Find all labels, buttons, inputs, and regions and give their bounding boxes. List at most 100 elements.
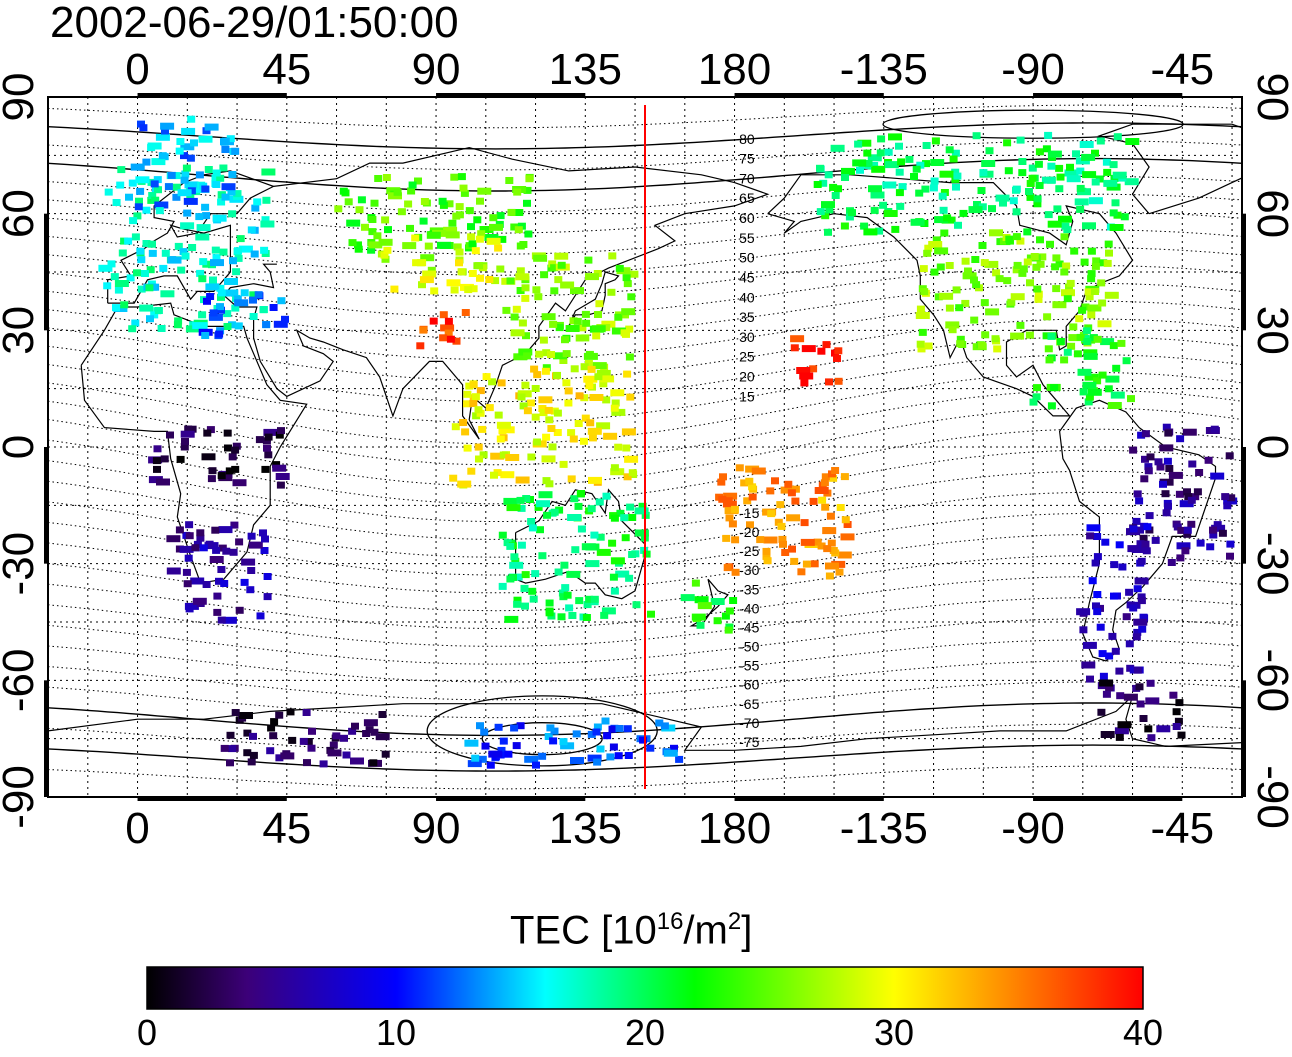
tec-measurement-point — [993, 345, 1002, 353]
tec-measurement-point — [1078, 306, 1087, 314]
tec-measurement-point — [188, 244, 197, 251]
tec-measurement-point — [506, 575, 515, 583]
magnetic-latitude-labels: 80 75 70 65 60 55 50 45 40 35 30 25 20 15 -15 -20 -25 -30… — [739, 131, 759, 750]
tec-measurement-point — [273, 320, 288, 328]
tec-measurement-point — [498, 531, 507, 539]
tec-measurement-point — [920, 288, 929, 296]
tec-measurement-point — [154, 201, 169, 209]
tec-measurement-point — [985, 308, 1000, 316]
tec-measurement-point — [126, 274, 135, 282]
tec-measurement-point — [1093, 591, 1102, 598]
magnetic-latitude-label: -75 — [739, 734, 759, 750]
tec-measurement-point — [517, 541, 526, 549]
tec-measurement-point — [503, 497, 518, 505]
tec-measurement-point — [215, 577, 223, 585]
tec-measurement-point — [1209, 531, 1218, 539]
tec-measurement-point — [223, 429, 232, 437]
tec-measurement-point — [1060, 268, 1069, 276]
tec-measurement-point — [930, 177, 939, 185]
tec-measurement-point — [1144, 467, 1153, 475]
tec-measurement-point — [1132, 517, 1141, 525]
tec-measurement-point — [593, 723, 602, 731]
tec-measurement-point — [220, 744, 229, 752]
tec-measurement-point — [1110, 561, 1119, 569]
tec-measurement-point — [468, 270, 477, 277]
tec-measurement-point — [476, 197, 484, 205]
tec-measurement-point — [128, 325, 137, 333]
magnetic-latitude-label: 80 — [739, 131, 755, 147]
right-latitude-label: 0 — [1248, 435, 1292, 459]
tec-measurement-point — [895, 142, 903, 150]
tec-measurement-point — [469, 285, 478, 293]
tec-measurement-point — [1164, 429, 1173, 437]
tec-measurement-point — [1113, 133, 1122, 141]
magnetic-latitude-label: 45 — [739, 269, 755, 285]
tec-measurement-point — [513, 596, 522, 604]
tec-measurement-point — [934, 293, 943, 301]
tec-measurement-point — [560, 742, 575, 750]
right-latitude-label: -60 — [1248, 649, 1292, 713]
tec-measurement-point — [799, 372, 814, 380]
tec-measurement-point — [546, 724, 555, 732]
tec-measurement-point — [1082, 327, 1091, 335]
tec-measurement-point — [1169, 691, 1178, 699]
tec-measurement-point — [1091, 149, 1099, 157]
tec-measurement-point — [1105, 249, 1113, 257]
tec-measurement-point — [517, 504, 526, 512]
frame-tick-bar — [1241, 680, 1246, 797]
tec-measurement-point — [120, 301, 129, 309]
tec-measurement-point — [884, 148, 893, 156]
tec-measurement-point — [972, 281, 981, 289]
magnetic-contour-line — [48, 723, 1242, 754]
tec-measurement-point — [390, 285, 399, 293]
tec-measurement-point — [572, 730, 581, 738]
map-timestamp-title: 2002-06-29/01:50:00 — [50, 0, 459, 47]
tec-measurement-point — [939, 206, 948, 214]
tec-measurement-point — [513, 353, 528, 361]
tec-measurement-point — [819, 179, 828, 187]
tec-measurement-point — [1137, 431, 1146, 439]
tec-measurement-point — [569, 435, 578, 443]
tec-measurement-point — [1091, 288, 1099, 295]
tec-measurement-point — [477, 187, 492, 195]
tec-measurement-point — [1018, 158, 1027, 165]
tec-measurement-point — [825, 206, 834, 214]
tec-measurement-point — [542, 433, 551, 441]
tec-measurement-point — [634, 507, 649, 515]
tec-measurement-point — [482, 373, 491, 381]
tec-measurement-point — [1034, 160, 1043, 168]
tec-measurement-point — [422, 270, 437, 278]
tec-measurement-point — [1107, 402, 1122, 409]
tec-measurement-point — [219, 248, 228, 256]
tec-measurement-point — [829, 474, 838, 482]
tec-measurement-point — [1044, 345, 1053, 353]
tec-measurement-point — [485, 276, 494, 283]
tec-measurement-point — [516, 496, 525, 504]
tec-measurement-point — [221, 193, 230, 201]
tec-measurement-point — [622, 330, 630, 338]
tec-measurement-point — [505, 177, 514, 184]
tec-measurement-point — [916, 305, 925, 313]
tec-measurement-point — [239, 712, 253, 719]
tec-measurement-point — [1081, 661, 1096, 669]
tec-measurement-point — [1016, 136, 1025, 144]
tec-measurement-point — [382, 174, 391, 181]
tec-measurement-point — [1213, 521, 1222, 529]
tec-measurement-point — [559, 460, 568, 468]
tec-measurement-point — [260, 547, 269, 554]
tec-measurement-point — [570, 757, 584, 764]
tec-measurement-point — [455, 259, 463, 267]
tec-measurement-point — [264, 433, 273, 441]
tec-measurement-point — [263, 593, 272, 601]
tec-measurement-point — [234, 322, 243, 330]
top-longitude-label: -45 — [1151, 45, 1215, 94]
tec-measurement-point — [491, 277, 500, 285]
tec-measurement-point — [158, 152, 167, 160]
tec-measurement-point — [1109, 209, 1118, 217]
tec-measurement-point — [402, 242, 417, 250]
tec-measurement-point — [934, 216, 949, 224]
tec-measurement-point — [1091, 178, 1100, 186]
magnetic-latitude-label: 65 — [739, 190, 755, 206]
tec-measurement-point — [989, 229, 1003, 237]
tec-measurement-point — [580, 363, 589, 371]
